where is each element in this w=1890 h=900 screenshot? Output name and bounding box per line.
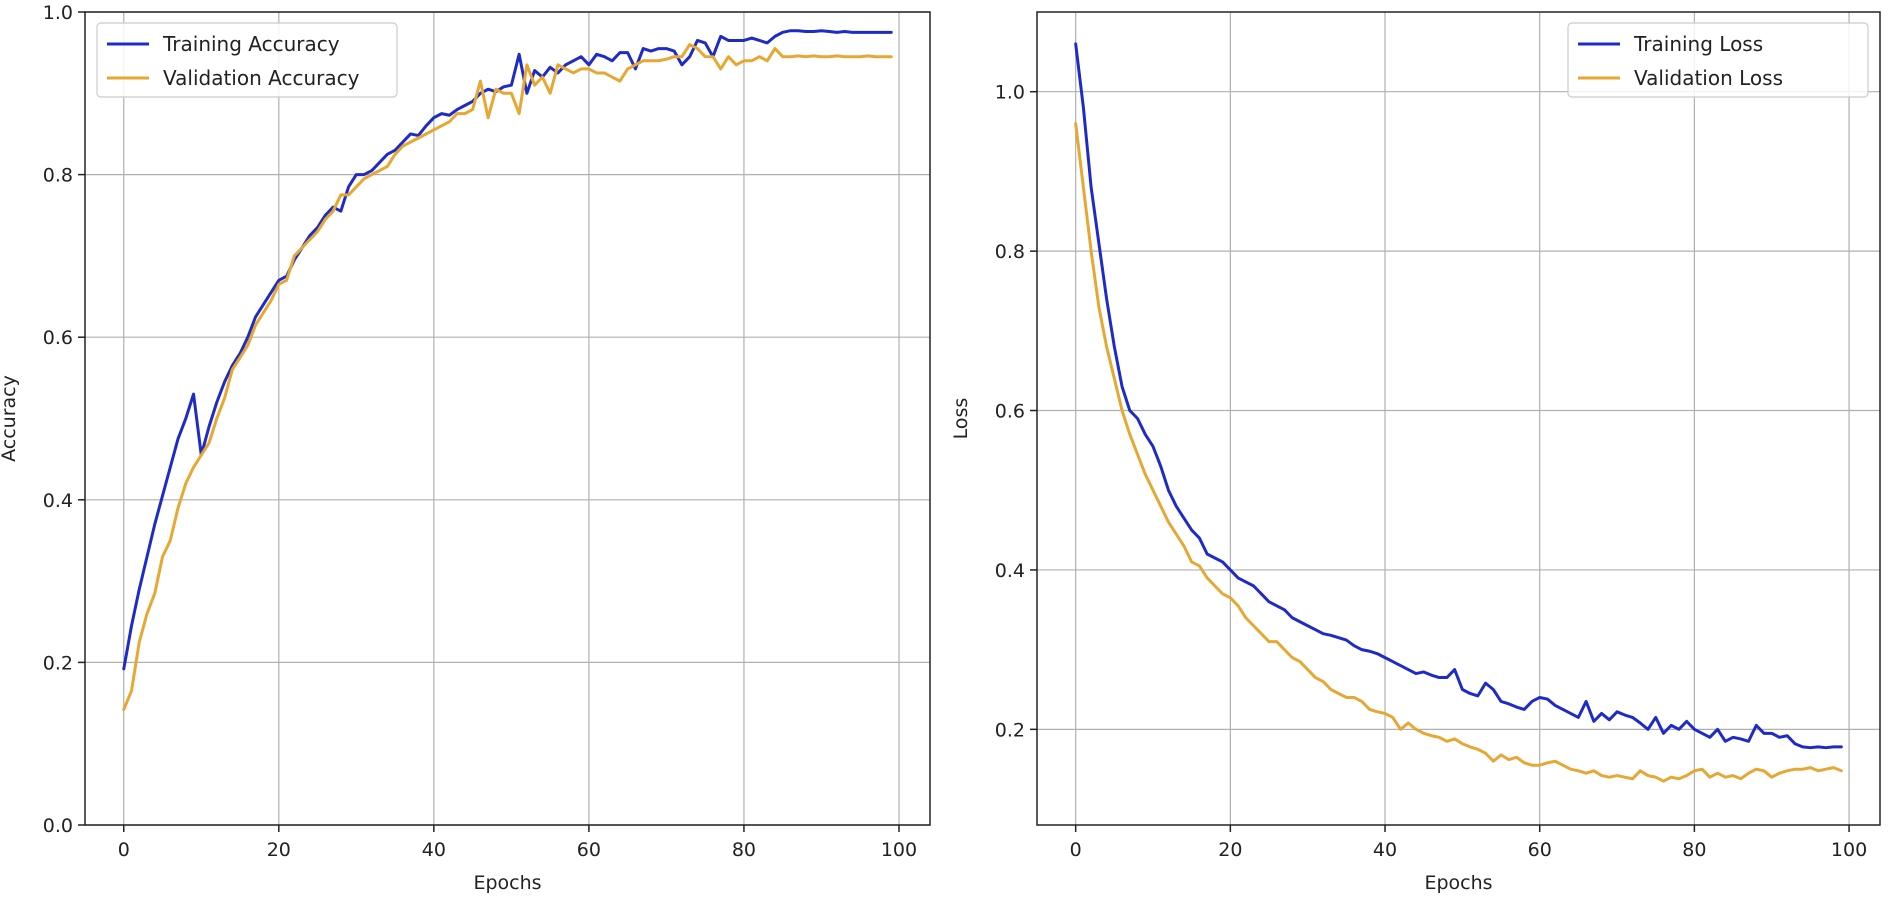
x-tick-label: 20: [1218, 839, 1242, 861]
y-tick-label: 0.6: [43, 327, 73, 349]
series-line-training-loss: [1074, 42, 1843, 750]
chart-panel-1: 0 20 40 60 80 100 0.0 0.2 0.4 0.6 0.8 1.0 Epochs Accu…: [0, 2, 931, 894]
legend: Training Loss Validation Loss: [1567, 22, 1869, 98]
series-line-training-accuracy: [122, 29, 893, 671]
series-line-validation-loss: [1074, 122, 1843, 783]
y-tick-label: 1.0: [43, 2, 73, 24]
y-tick-label: 0.8: [995, 241, 1025, 263]
plot-frame: [84, 11, 931, 826]
legend-box: [96, 22, 398, 98]
series-line-validation-accuracy: [122, 43, 893, 712]
x-tick-label: 0: [118, 839, 130, 861]
x-tick-label: 80: [1682, 839, 1706, 861]
x-tick-label: 0: [1070, 839, 1082, 861]
legend-box: [1567, 22, 1869, 98]
y-tick-label: 0.4: [43, 490, 73, 512]
y-tick-label: 0.6: [995, 401, 1025, 423]
x-tick-label: 100: [881, 839, 917, 861]
y-tick-label: 0.0: [43, 815, 73, 837]
y-tick-label: 0.2: [995, 719, 1025, 741]
y-tick-label: 0.8: [43, 165, 73, 187]
plot-frame: [1036, 11, 1881, 826]
y-axis-label: Loss: [950, 398, 972, 440]
chart-panel-2: 0 20 40 60 80 100 0.2 0.4 0.6 0.8 1.0 Epochs Loss Tra…: [950, 11, 1881, 894]
x-tick-label: 40: [1373, 839, 1397, 861]
x-tick-label: 100: [1831, 839, 1867, 861]
y-tick-label: 1.0: [995, 82, 1025, 104]
legend-label: Training Accuracy: [162, 32, 340, 56]
legend: Training Accuracy Validation Accuracy: [96, 22, 398, 98]
x-tick-label: 80: [732, 839, 756, 861]
x-tick-label: 40: [422, 839, 446, 861]
x-tick-label: 20: [267, 839, 291, 861]
y-tick-label: 0.2: [43, 652, 73, 674]
legend-label: Validation Accuracy: [163, 66, 360, 90]
x-tick-label: 60: [1528, 839, 1552, 861]
y-tick-label: 0.4: [995, 560, 1025, 582]
x-axis-label: Epochs: [1424, 872, 1492, 894]
x-axis-label: Epochs: [473, 872, 541, 894]
y-axis-label: Accuracy: [0, 375, 20, 462]
x-tick-label: 60: [577, 839, 601, 861]
legend-label: Training Loss: [1633, 32, 1763, 56]
legend-label: Validation Loss: [1634, 66, 1783, 90]
